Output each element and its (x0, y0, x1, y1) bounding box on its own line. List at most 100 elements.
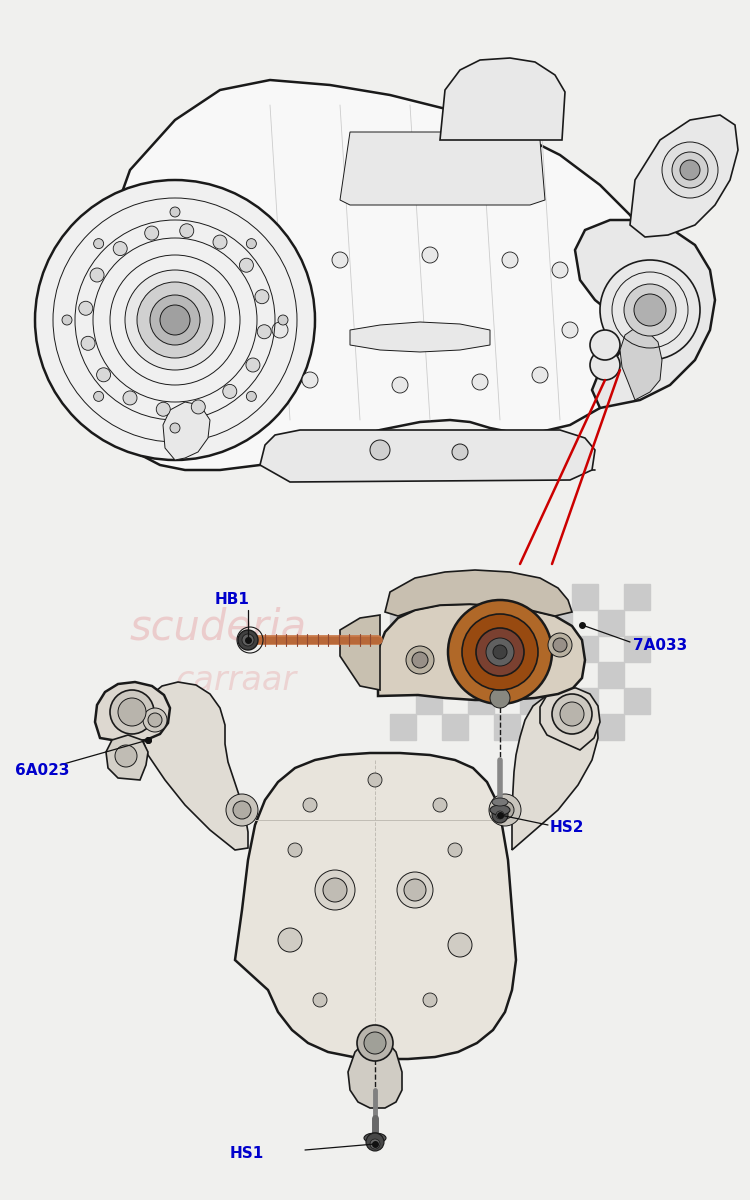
Circle shape (313, 994, 327, 1007)
Circle shape (476, 628, 524, 676)
Polygon shape (630, 115, 738, 236)
Circle shape (357, 1025, 393, 1061)
Circle shape (490, 688, 510, 708)
Polygon shape (385, 570, 572, 616)
Circle shape (423, 994, 437, 1007)
Circle shape (562, 322, 578, 338)
Bar (598, 610, 624, 636)
Circle shape (662, 142, 718, 198)
Bar (520, 584, 546, 610)
Circle shape (257, 325, 272, 338)
Bar (390, 610, 416, 636)
Bar (494, 714, 520, 740)
Circle shape (332, 252, 348, 268)
Bar (390, 662, 416, 688)
Bar (442, 610, 468, 636)
Polygon shape (620, 328, 662, 400)
Polygon shape (575, 220, 715, 408)
Bar (624, 688, 650, 714)
Polygon shape (106, 734, 148, 780)
Circle shape (81, 336, 95, 350)
Circle shape (315, 870, 355, 910)
Polygon shape (512, 692, 598, 850)
Bar (624, 636, 650, 662)
Polygon shape (163, 402, 210, 460)
Circle shape (496, 811, 504, 818)
Bar (546, 610, 572, 636)
Bar (468, 688, 494, 714)
Circle shape (145, 226, 159, 240)
Circle shape (433, 798, 447, 812)
Circle shape (303, 798, 317, 812)
Bar (468, 636, 494, 662)
Ellipse shape (490, 805, 510, 815)
Circle shape (90, 268, 104, 282)
Circle shape (246, 358, 260, 372)
Circle shape (366, 1133, 384, 1151)
Bar (520, 688, 546, 714)
Bar (598, 714, 624, 740)
Bar (494, 662, 520, 688)
Circle shape (553, 638, 567, 652)
Circle shape (590, 330, 620, 360)
Circle shape (94, 391, 104, 401)
Circle shape (246, 391, 256, 401)
Circle shape (137, 282, 213, 358)
Circle shape (552, 694, 592, 734)
Circle shape (412, 652, 428, 668)
Polygon shape (348, 1042, 402, 1108)
Circle shape (143, 708, 167, 732)
Polygon shape (90, 80, 660, 470)
Circle shape (422, 247, 438, 263)
Circle shape (191, 400, 206, 414)
Polygon shape (540, 688, 600, 750)
Polygon shape (95, 682, 170, 742)
Circle shape (62, 314, 72, 325)
Circle shape (489, 794, 521, 826)
Circle shape (160, 305, 190, 335)
Circle shape (397, 872, 433, 908)
Polygon shape (378, 604, 585, 700)
Circle shape (496, 802, 514, 818)
Circle shape (368, 773, 382, 787)
Circle shape (624, 284, 676, 336)
Bar (520, 636, 546, 662)
Circle shape (370, 440, 390, 460)
Circle shape (406, 646, 434, 674)
Circle shape (370, 1139, 380, 1150)
Circle shape (278, 928, 302, 952)
Polygon shape (440, 58, 565, 140)
Circle shape (680, 160, 700, 180)
Circle shape (462, 614, 538, 690)
Circle shape (148, 713, 162, 727)
Bar (572, 688, 598, 714)
Circle shape (472, 374, 488, 390)
Bar (572, 636, 598, 662)
Circle shape (492, 806, 508, 823)
Circle shape (600, 260, 700, 360)
Bar (546, 714, 572, 740)
Circle shape (150, 295, 200, 346)
Bar (442, 714, 468, 740)
Circle shape (255, 289, 269, 304)
Polygon shape (340, 132, 545, 205)
Bar (598, 662, 624, 688)
Polygon shape (340, 614, 380, 690)
Text: carraar: carraar (175, 664, 296, 697)
Text: 7A033: 7A033 (633, 638, 687, 653)
Polygon shape (260, 430, 595, 482)
Polygon shape (140, 682, 248, 850)
Text: 6A023: 6A023 (15, 763, 70, 778)
Circle shape (548, 634, 572, 658)
Circle shape (404, 878, 426, 901)
Circle shape (532, 367, 548, 383)
Ellipse shape (364, 1133, 386, 1142)
Circle shape (239, 258, 254, 272)
Circle shape (272, 322, 288, 338)
Circle shape (502, 252, 518, 268)
Circle shape (97, 367, 110, 382)
Circle shape (94, 239, 104, 248)
Text: HB1: HB1 (215, 592, 250, 607)
Circle shape (448, 600, 552, 704)
Circle shape (233, 802, 251, 818)
